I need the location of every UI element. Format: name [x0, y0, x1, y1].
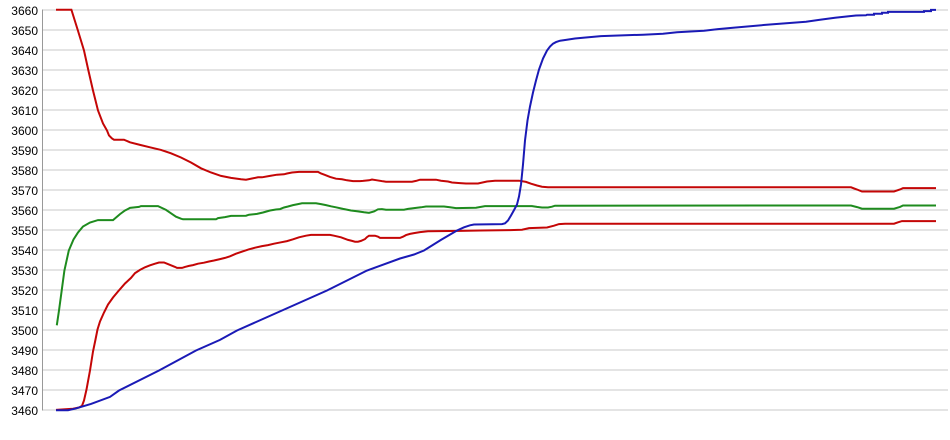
svg-text:3520: 3520 [11, 284, 38, 298]
svg-text:3570: 3570 [11, 184, 38, 198]
svg-text:3650: 3650 [11, 24, 38, 38]
svg-text:3510: 3510 [11, 304, 38, 318]
svg-text:3560: 3560 [11, 204, 38, 218]
svg-text:3640: 3640 [11, 44, 38, 58]
svg-text:3470: 3470 [11, 384, 38, 398]
svg-text:3660: 3660 [11, 4, 38, 18]
svg-text:3540: 3540 [11, 244, 38, 258]
svg-text:3500: 3500 [11, 324, 38, 338]
svg-text:3480: 3480 [11, 364, 38, 378]
svg-text:3590: 3590 [11, 144, 38, 158]
svg-text:3620: 3620 [11, 84, 38, 98]
svg-text:3550: 3550 [11, 224, 38, 238]
svg-text:3460: 3460 [11, 404, 38, 418]
svg-text:3490: 3490 [11, 344, 38, 358]
svg-text:3600: 3600 [11, 124, 38, 138]
svg-text:3610: 3610 [11, 104, 38, 118]
svg-text:3630: 3630 [11, 64, 38, 78]
svg-text:3580: 3580 [11, 164, 38, 178]
svg-text:3530: 3530 [11, 264, 38, 278]
